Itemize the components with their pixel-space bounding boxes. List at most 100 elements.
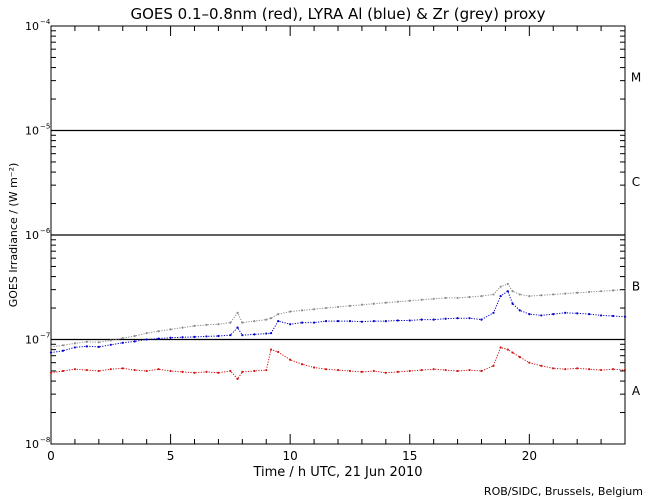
- y-tick-exponent-2: −6: [40, 227, 51, 235]
- series-2-point-8: [145, 369, 148, 373]
- series-1-point-3: [85, 345, 88, 348]
- series-1-point-21: [277, 319, 280, 323]
- y-tick-label-3: 10: [25, 125, 39, 138]
- series-2-point-43: [518, 355, 521, 359]
- series-2-point-51: [611, 368, 615, 371]
- series-2-point-50: [599, 368, 603, 372]
- series-1-point-49: [588, 313, 591, 316]
- series-1-point-32: [408, 319, 411, 322]
- series-2-point-34: [432, 368, 435, 371]
- series-line-2: [50, 346, 626, 380]
- series-0-point-21: [277, 313, 280, 316]
- series-0-point-6: [121, 337, 124, 340]
- series-1-point-45: [540, 314, 543, 317]
- y-tick-exponent-0: −8: [40, 436, 50, 444]
- series-0-point-46: [552, 293, 555, 296]
- series-2-point-1: [61, 369, 65, 373]
- series-0-point-49: [588, 290, 591, 294]
- series-1-point-43: [518, 309, 521, 312]
- series-2-point-44: [528, 361, 531, 364]
- credit-text: ROB/SIDC, Brussels, Belgium: [484, 485, 643, 498]
- series-2-point-47: [564, 368, 567, 371]
- series-1-point-23: [301, 321, 304, 324]
- y-tick-exponent-3: −5: [40, 123, 50, 131]
- series-2-point-19: [265, 368, 268, 372]
- series-2-point-20: [269, 348, 273, 351]
- x-tick-label-1: 5: [167, 449, 175, 463]
- series-2-point-41: [506, 348, 509, 351]
- series-0-point-23: [301, 309, 304, 312]
- y-tick-label-0: 10: [25, 438, 39, 451]
- series-1: [49, 290, 627, 354]
- series-0-point-38: [480, 295, 483, 298]
- series-0-point-35: [444, 296, 447, 300]
- series-layer: [49, 282, 627, 380]
- series-2-point-27: [348, 369, 352, 373]
- series-2-point-26: [336, 368, 340, 372]
- series-0-point-42: [511, 290, 514, 293]
- series-1-point-10: [169, 336, 172, 339]
- series-0-point-36: [456, 296, 459, 300]
- series-1-point-11: [181, 336, 184, 339]
- x-tick-label-2: 10: [283, 449, 298, 463]
- series-2-point-38: [480, 369, 483, 373]
- series-1-point-15: [229, 334, 232, 337]
- series-0-point-12: [193, 324, 196, 327]
- x-axis-ticks: 0 5 10 15 20: [47, 26, 626, 463]
- series-2-point-3: [85, 368, 88, 372]
- series-0-point-17: [241, 321, 244, 324]
- chart-title: GOES 0.1–0.8nm (red), LYRA Al (blue) & Z…: [130, 5, 545, 23]
- series-1-point-31: [396, 319, 399, 322]
- series-0-point-32: [408, 299, 411, 302]
- series-2-point-31: [396, 370, 399, 373]
- series-0-point-30: [384, 301, 387, 304]
- series-0-point-5: [109, 339, 112, 342]
- series-2-point-42: [511, 351, 514, 354]
- series-1-point-17: [241, 334, 244, 337]
- series-0-point-15: [229, 321, 232, 324]
- series-0-point-18: [253, 319, 256, 323]
- series-1-point-14: [217, 334, 220, 338]
- y-tick-label-2: 10: [25, 229, 39, 242]
- series-2-point-10: [169, 369, 172, 373]
- series-0-point-7: [133, 334, 136, 338]
- series-2-point-45: [540, 364, 543, 367]
- series-0-point-43: [518, 293, 521, 296]
- series-2-point-21: [277, 350, 280, 354]
- series-1-point-0: [49, 351, 53, 354]
- series-0-point-4: [97, 341, 100, 344]
- series-0-point-50: [599, 290, 603, 293]
- series-2-point-12: [193, 371, 196, 374]
- series-0-point-16: [236, 311, 239, 314]
- series-2-point-6: [121, 367, 124, 370]
- series-0-point-24: [312, 308, 316, 311]
- series-2-point-16: [236, 377, 239, 380]
- series-0-point-26: [336, 305, 340, 309]
- series-1-point-16: [236, 326, 239, 329]
- series-2: [49, 346, 627, 380]
- series-2-point-30: [384, 371, 387, 374]
- series-2-point-49: [588, 368, 591, 371]
- y-tick-label-4: 10: [25, 20, 39, 33]
- series-0-point-47: [564, 292, 567, 295]
- series-1-point-39: [492, 311, 495, 314]
- series-1-point-18: [253, 333, 256, 336]
- series-1-point-7: [133, 340, 136, 343]
- series-2-point-36: [456, 369, 459, 373]
- series-2-point-11: [181, 370, 184, 373]
- series-2-point-28: [360, 370, 364, 373]
- series-1-point-1: [61, 349, 65, 352]
- series-1-point-35: [444, 317, 447, 320]
- y-tick-label-1: 10: [25, 334, 39, 347]
- series-2-point-40: [499, 346, 502, 349]
- series-2-point-32: [408, 369, 411, 373]
- series-1-point-12: [193, 335, 196, 338]
- series-0-point-1: [61, 344, 65, 347]
- x-tick-label-4: 20: [522, 449, 537, 463]
- series-1-point-30: [384, 319, 387, 323]
- series-0-point-19: [265, 318, 268, 321]
- series-1-point-8: [145, 338, 148, 341]
- series-1-point-2: [73, 346, 77, 349]
- series-0: [49, 282, 627, 348]
